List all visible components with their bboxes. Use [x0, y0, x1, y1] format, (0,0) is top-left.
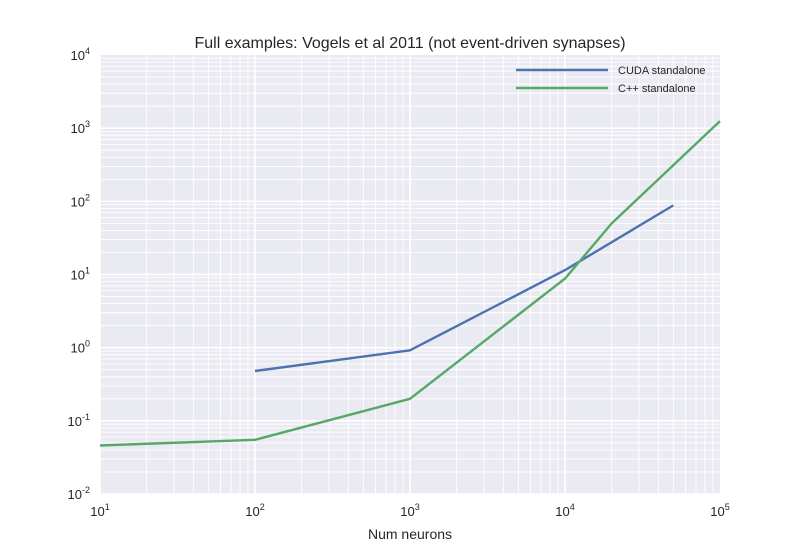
- y-tick-label: 10-2: [68, 485, 90, 502]
- grid: [99, 55, 720, 495]
- x-tick-label: 102: [245, 502, 264, 519]
- x-axis-label: Num neurons: [368, 526, 452, 542]
- legend-label: CUDA standalone: [618, 65, 705, 77]
- y-tick-label: 102: [71, 192, 90, 209]
- series-line-0: [254, 204, 674, 373]
- series-layer: [99, 120, 721, 447]
- y-tick-label: 100: [71, 339, 90, 356]
- x-tick-label: 105: [710, 502, 729, 519]
- legend: CUDA standalone C++ standalone: [516, 65, 705, 95]
- y-tick-label: 103: [71, 119, 90, 136]
- series-line-1: [99, 120, 721, 447]
- y-axis: 10-2 10-1 100 101 102 103 104: [68, 46, 90, 502]
- x-axis: 101 102 103 104 105: [90, 502, 729, 519]
- legend-label: C++ standalone: [618, 83, 696, 95]
- y-tick-label: 10-1: [68, 412, 90, 429]
- x-tick-label: 103: [400, 502, 419, 519]
- chart-title: Full examples: Vogels et al 2011 (not ev…: [194, 35, 625, 52]
- y-tick-label: 104: [71, 46, 90, 63]
- y-tick-label: 101: [71, 266, 90, 283]
- x-tick-label: 104: [555, 502, 574, 519]
- x-tick-label: 101: [90, 502, 109, 519]
